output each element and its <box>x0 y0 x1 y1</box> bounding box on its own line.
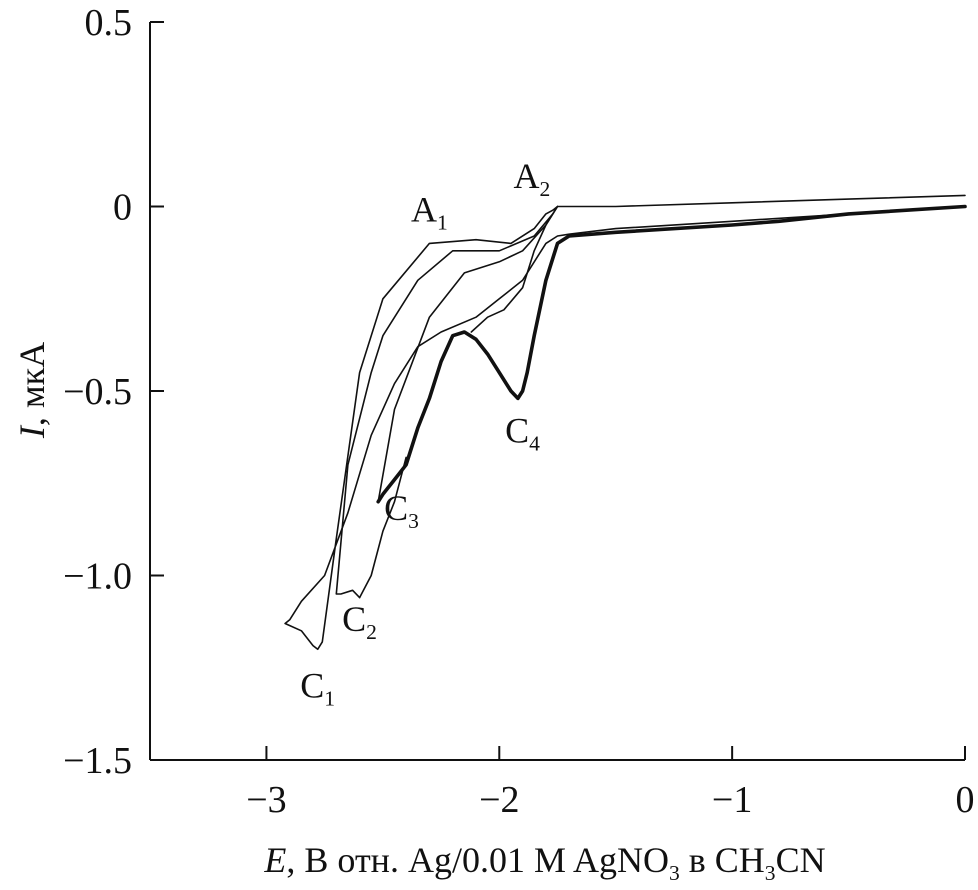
series-line-3 <box>358 456 407 599</box>
series-line-5 <box>376 204 967 504</box>
peak-label-c2: C2 <box>342 599 377 644</box>
x-tick-label: −3 <box>246 779 286 821</box>
x-tick-label: 0 <box>956 779 975 821</box>
y-axis-title: I, мкА <box>12 342 52 439</box>
series-line-2 <box>335 205 559 599</box>
x-axis-title: E, В отн. Ag/0.01 M AgNO3 в CH3CN <box>263 840 825 885</box>
y-tick-label: −0.5 <box>63 371 132 413</box>
y-tick-label: 0.5 <box>85 2 133 44</box>
y-tick-label: −1.5 <box>63 740 132 782</box>
x-tick-label: −2 <box>479 779 519 821</box>
peak-label-a1: A1 <box>411 189 448 234</box>
y-tick-label: −1.0 <box>63 556 132 598</box>
peak-label-c1: C1 <box>300 665 335 710</box>
series-line-1 <box>284 194 966 651</box>
y-tick-label: 0 <box>113 187 132 229</box>
series-line-4 <box>377 205 559 503</box>
x-tick-label: −1 <box>712 779 752 821</box>
axes: 0.5 0 −0.5 −1.0 −1.5 −3 −2 −1 0 <box>63 2 974 821</box>
peak-label-c3: C3 <box>384 488 419 533</box>
peak-label-c4: C4 <box>505 411 540 456</box>
series-group <box>284 194 967 651</box>
peak-label-a2: A2 <box>513 156 550 201</box>
